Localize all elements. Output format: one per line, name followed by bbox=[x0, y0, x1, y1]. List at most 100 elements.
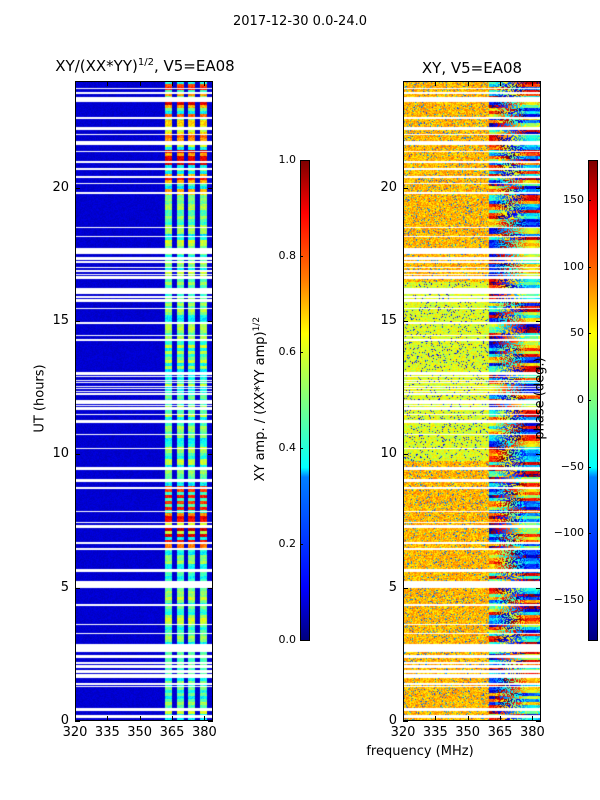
cb-label-sup: 1/2 bbox=[251, 316, 262, 332]
y-tick-label: 20 bbox=[52, 179, 69, 195]
colorbar-tick-label: −100 bbox=[553, 526, 584, 540]
y-tick-mark bbox=[536, 454, 541, 456]
colorbar-tick-label: 150 bbox=[563, 193, 584, 206]
colorbar-tick-mark bbox=[588, 266, 591, 268]
y-tick-mark bbox=[536, 721, 541, 722]
x-tick-mark bbox=[500, 716, 502, 721]
colorbar-tick-mark bbox=[588, 533, 591, 535]
x-tick-mark bbox=[467, 716, 469, 721]
x-tick-mark bbox=[139, 716, 141, 721]
x-tick-label: 365 bbox=[159, 725, 185, 740]
x-tick-mark bbox=[172, 81, 174, 86]
y-tick-mark bbox=[208, 187, 213, 189]
title-tail: , V5=EA08 bbox=[153, 57, 235, 75]
phase-plot-title: XY, V5=EA08 bbox=[421, 59, 523, 77]
x-tick-mark bbox=[139, 81, 141, 86]
y-tick-mark bbox=[208, 321, 213, 322]
colorbar-tick-label: 0.0 bbox=[278, 633, 297, 646]
x-tick-label: 380 bbox=[519, 725, 545, 740]
y-tick-mark bbox=[75, 587, 80, 589]
y-axis-label: UT (hours) bbox=[32, 364, 48, 433]
x-axis-label: frequency (MHz) bbox=[366, 744, 474, 759]
x-tick-mark bbox=[204, 716, 206, 721]
colorbar-tick-label: 1.0 bbox=[278, 153, 297, 166]
y-tick-mark bbox=[208, 454, 213, 456]
y-tick-label: 0 bbox=[60, 713, 69, 728]
colorbar-tick-mark bbox=[300, 256, 303, 257]
y-tick-mark bbox=[75, 187, 80, 189]
x-tick-label: 320 bbox=[390, 725, 416, 740]
x-tick-label: 335 bbox=[94, 725, 120, 740]
title-sup: 1/2 bbox=[137, 57, 154, 68]
colorbar-tick-mark bbox=[300, 640, 303, 641]
colorbar-tick-mark bbox=[588, 200, 591, 201]
colorbar-tick-label: 100 bbox=[563, 259, 584, 273]
x-tick-mark bbox=[107, 716, 109, 721]
x-tick-mark bbox=[172, 716, 174, 721]
y-tick-mark bbox=[208, 587, 213, 589]
colorbar-tick-mark bbox=[588, 333, 591, 335]
y-tick-mark bbox=[75, 321, 80, 322]
x-tick-mark bbox=[500, 81, 502, 86]
amp-plot-title: XY/(XX*YY)1/2, V5=EA08 bbox=[40, 57, 250, 75]
title-main: XY/(XX*YY) bbox=[55, 57, 138, 75]
y-tick-mark bbox=[75, 721, 80, 722]
colorbar-tick-label: 0 bbox=[577, 393, 584, 406]
colorbar-tick-mark bbox=[588, 600, 591, 601]
x-tick-mark bbox=[403, 81, 404, 86]
x-tick-label: 380 bbox=[191, 725, 217, 740]
x-tick-mark bbox=[435, 716, 437, 721]
x-tick-mark bbox=[532, 81, 534, 86]
phase-heatmap bbox=[403, 81, 540, 720]
colorbar-tick-mark bbox=[300, 448, 303, 449]
y-tick-mark bbox=[403, 454, 408, 456]
amp-colorbar bbox=[300, 160, 310, 641]
y-tick-mark bbox=[75, 454, 80, 456]
x-tick-mark bbox=[204, 81, 206, 86]
x-tick-mark bbox=[435, 81, 437, 86]
colorbar-tick-label: 0.8 bbox=[278, 249, 297, 262]
amp-colorbar-label: XY amp. / (XX*YY amp)1/2 bbox=[252, 299, 268, 499]
y-tick-label: 15 bbox=[380, 313, 397, 328]
y-tick-mark bbox=[403, 187, 408, 189]
x-tick-mark bbox=[75, 716, 76, 721]
y-tick-label: 0 bbox=[388, 713, 397, 728]
y-tick-mark bbox=[536, 321, 541, 322]
colorbar-tick-mark bbox=[588, 400, 591, 401]
x-tick-label: 320 bbox=[62, 725, 88, 740]
y-tick-mark bbox=[403, 721, 408, 722]
colorbar-tick-mark bbox=[588, 466, 591, 468]
colorbar-tick-label: 50 bbox=[570, 326, 584, 340]
y-tick-mark bbox=[536, 187, 541, 189]
figure-title: 2017-12-30 0.0-24.0 bbox=[233, 14, 367, 29]
y-tick-label: 10 bbox=[380, 446, 397, 462]
colorbar-tick-label: −50 bbox=[560, 459, 584, 473]
colorbar-tick-label: 0.4 bbox=[278, 441, 297, 454]
x-tick-mark bbox=[403, 716, 404, 721]
colorbar-tick-mark bbox=[300, 352, 303, 353]
colorbar-tick-label: 0.2 bbox=[278, 537, 297, 550]
x-tick-mark bbox=[532, 716, 534, 721]
colorbar-tick-mark bbox=[300, 160, 303, 161]
amp-axes bbox=[75, 81, 213, 721]
x-tick-label: 335 bbox=[422, 725, 448, 740]
x-tick-label: 350 bbox=[127, 725, 153, 740]
y-tick-label: 20 bbox=[380, 179, 397, 195]
x-tick-mark bbox=[107, 81, 109, 86]
colorbar-tick-mark bbox=[300, 544, 303, 545]
x-tick-mark bbox=[467, 81, 469, 86]
y-tick-label: 15 bbox=[52, 313, 69, 328]
y-tick-mark bbox=[403, 321, 408, 322]
amp-heatmap bbox=[75, 81, 212, 720]
x-tick-label: 350 bbox=[455, 725, 481, 740]
phase-axes bbox=[403, 81, 541, 721]
y-tick-mark bbox=[208, 721, 213, 722]
y-tick-label: 5 bbox=[60, 579, 69, 595]
x-tick-mark bbox=[75, 81, 76, 86]
y-tick-label: 10 bbox=[52, 446, 69, 462]
y-tick-mark bbox=[536, 587, 541, 589]
y-tick-label: 5 bbox=[388, 579, 397, 595]
colorbar-tick-label: −150 bbox=[553, 593, 584, 606]
x-tick-label: 365 bbox=[487, 725, 513, 740]
